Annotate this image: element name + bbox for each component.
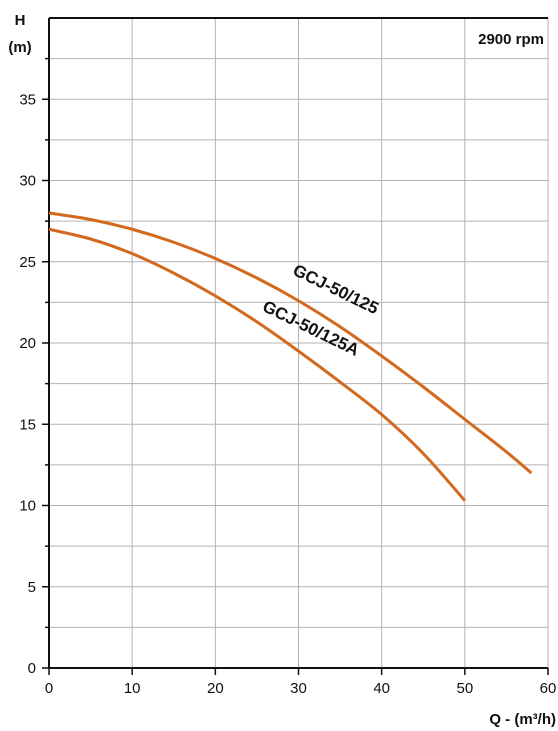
y-axis-title-unit: (m) <box>8 39 31 56</box>
y-tick-label: 20 <box>19 335 36 352</box>
x-tick-label: 60 <box>540 680 557 697</box>
curves <box>48 211 533 502</box>
grid <box>48 17 549 669</box>
x-tick-label: 50 <box>456 680 473 697</box>
x-tick-label: 10 <box>124 680 141 697</box>
y-tick-label: 35 <box>19 91 36 108</box>
ticks: 0 5 10 15 20 25 30 35 0 10 20 30 40 50 60 <box>19 57 557 697</box>
rpm-annotation: 2900 rpm <box>478 31 544 48</box>
y-tick-label: 5 <box>28 579 36 596</box>
y-tick-label: 15 <box>19 416 36 433</box>
labels: H (m) Q - (m³/h) 2900 rpm GCJ-50/125GCJ-… <box>8 12 556 728</box>
y-tick-label: 30 <box>19 173 36 190</box>
series-label-1: GCJ-50/125 <box>290 260 382 318</box>
x-tick-label: 20 <box>207 680 224 697</box>
y-axis-title-h: H <box>15 12 26 29</box>
x-tick-label: 0 <box>45 680 53 697</box>
series-line-1 <box>48 211 533 475</box>
series-line-2 <box>48 227 466 502</box>
series-label-2: GCJ-50/125A <box>260 297 363 360</box>
y-tick-label: 10 <box>19 498 36 515</box>
x-tick-label: 30 <box>290 680 307 697</box>
x-tick-label: 40 <box>373 680 390 697</box>
y-tick-label: 25 <box>19 254 36 271</box>
x-axis-title: Q - (m³/h) <box>489 711 556 728</box>
y-tick-label: 0 <box>28 660 36 677</box>
